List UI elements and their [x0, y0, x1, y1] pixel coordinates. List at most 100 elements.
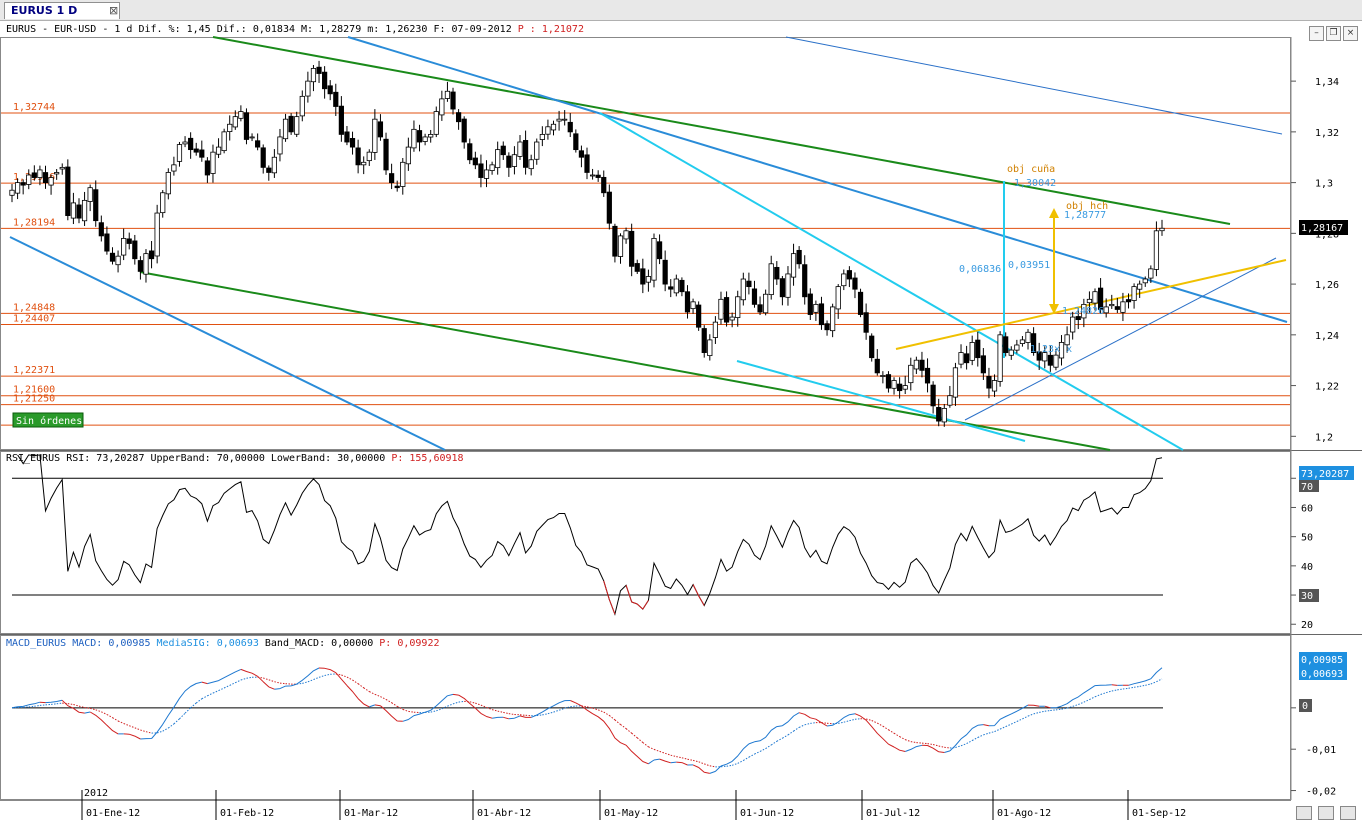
candle-body [1070, 316, 1076, 333]
candle-body [1053, 354, 1059, 368]
candle-body [701, 328, 707, 353]
candle-body [880, 375, 886, 377]
candle-body [517, 141, 523, 157]
yellow-neckline [895, 259, 1287, 350]
price-header: EURUS - EUR-USD - 1 d Dif. %: 1,45 Dif.:… [6, 24, 584, 35]
macd-last-tag: 0,00985 [1299, 652, 1347, 666]
candle-body [902, 385, 908, 390]
candle-body [42, 172, 49, 184]
candle-body [936, 407, 942, 422]
candle-body [59, 166, 65, 170]
rsi-top-tag: 70 [1299, 480, 1319, 493]
candle-body [132, 240, 138, 260]
tab-close-icon[interactable]: ⊠ [109, 4, 119, 17]
candle-body [271, 156, 277, 174]
candle-body [952, 367, 959, 398]
signal-line-up [11, 673, 1163, 768]
candle-body [405, 146, 411, 165]
candles [9, 60, 1165, 427]
candle-body [1120, 301, 1126, 313]
candle-body [723, 297, 730, 323]
x-tick-label: 01-Sep-12 [1132, 808, 1186, 819]
candle-body [433, 111, 439, 135]
candle-body [243, 112, 250, 140]
candle-body [461, 118, 467, 143]
candle-body [338, 105, 344, 135]
candle-body [87, 187, 93, 202]
candle-body [740, 278, 746, 301]
blue-thin-line [785, 36, 1283, 135]
macd-axis: -0,01 -0,02 [1291, 707, 1336, 798]
candle-body [578, 150, 585, 158]
candle-body [260, 147, 266, 168]
candle-body [835, 286, 841, 310]
x-tick-label: 01-Jul-12 [866, 808, 920, 819]
x-tick-label: 01-Feb-12 [220, 808, 274, 819]
candle-body [65, 166, 71, 216]
candle-body [696, 304, 702, 328]
sin-ordenes-badge[interactable]: Sin órdenes [12, 412, 84, 428]
candle-body [589, 174, 596, 177]
macd-last-label: 0,00985 [1301, 655, 1343, 666]
candle-body [126, 238, 132, 244]
candle-body [215, 146, 222, 155]
annotation-1-24826: 1,24826 [1062, 306, 1104, 317]
candle-body [37, 169, 43, 178]
palette-icon[interactable] [1296, 806, 1312, 820]
candle-body [729, 316, 735, 321]
candle-body [1142, 278, 1148, 284]
save-icon[interactable] [1318, 806, 1334, 820]
rsi-band-label: 30 [1301, 591, 1313, 602]
candle-body [863, 312, 869, 333]
candle-body [288, 115, 294, 133]
candle-body [160, 192, 166, 214]
candle-body [746, 280, 752, 288]
price-panel [0, 37, 1291, 450]
candle-body [924, 367, 931, 384]
chart-tab[interactable]: EURUS 1 D ⊠ [4, 2, 120, 19]
macd-plot [11, 667, 1163, 774]
candle-body [656, 241, 663, 260]
candle-body [9, 189, 15, 196]
restore-button[interactable]: ❐ [1326, 26, 1341, 41]
rsi-last-tag: 73,20287 [1299, 466, 1354, 480]
candle-body [439, 98, 445, 116]
close-button[interactable]: × [1343, 26, 1358, 41]
macd-zero-tag: 0 [1299, 699, 1312, 712]
candle-body [824, 323, 830, 331]
last-price-label: 1,28167 [1301, 223, 1343, 234]
candle-body [891, 380, 897, 389]
candle-body [679, 279, 685, 293]
candle-body [779, 278, 785, 298]
candle-body [310, 68, 317, 83]
candle-body [137, 260, 143, 272]
candle-body [54, 172, 60, 175]
candle-body [394, 185, 400, 189]
annotation-obj-hch: obj hch [1066, 201, 1108, 212]
minimize-button[interactable]: – [1309, 26, 1324, 41]
x-tick-label: 01-Abr-12 [477, 808, 531, 819]
candle-body [528, 159, 534, 170]
candle-body [249, 136, 255, 139]
candle-body [534, 141, 540, 160]
candle-body [645, 276, 652, 283]
candle-body [841, 273, 847, 287]
candle-body [266, 167, 272, 173]
candle-body [227, 123, 233, 132]
print-icon[interactable] [1340, 806, 1356, 820]
candle-body [947, 395, 953, 406]
candle-body [511, 154, 518, 167]
rsi-header: RSI_EURUS RSI: 73,20287 UpperBand: 70,00… [6, 453, 464, 464]
tab-label: EURUS 1 D [11, 4, 78, 17]
candle-body [467, 143, 473, 161]
cyan-wedge-lower [736, 360, 1026, 442]
candle-body [712, 321, 718, 338]
candle-body [1148, 268, 1154, 279]
level-label: 1,32744 [13, 102, 55, 113]
candle-body [768, 263, 774, 296]
candle-body [852, 277, 858, 290]
y-tick-label: 1,3 [1315, 179, 1333, 190]
candle-body [400, 161, 406, 187]
candle-body [238, 111, 244, 119]
